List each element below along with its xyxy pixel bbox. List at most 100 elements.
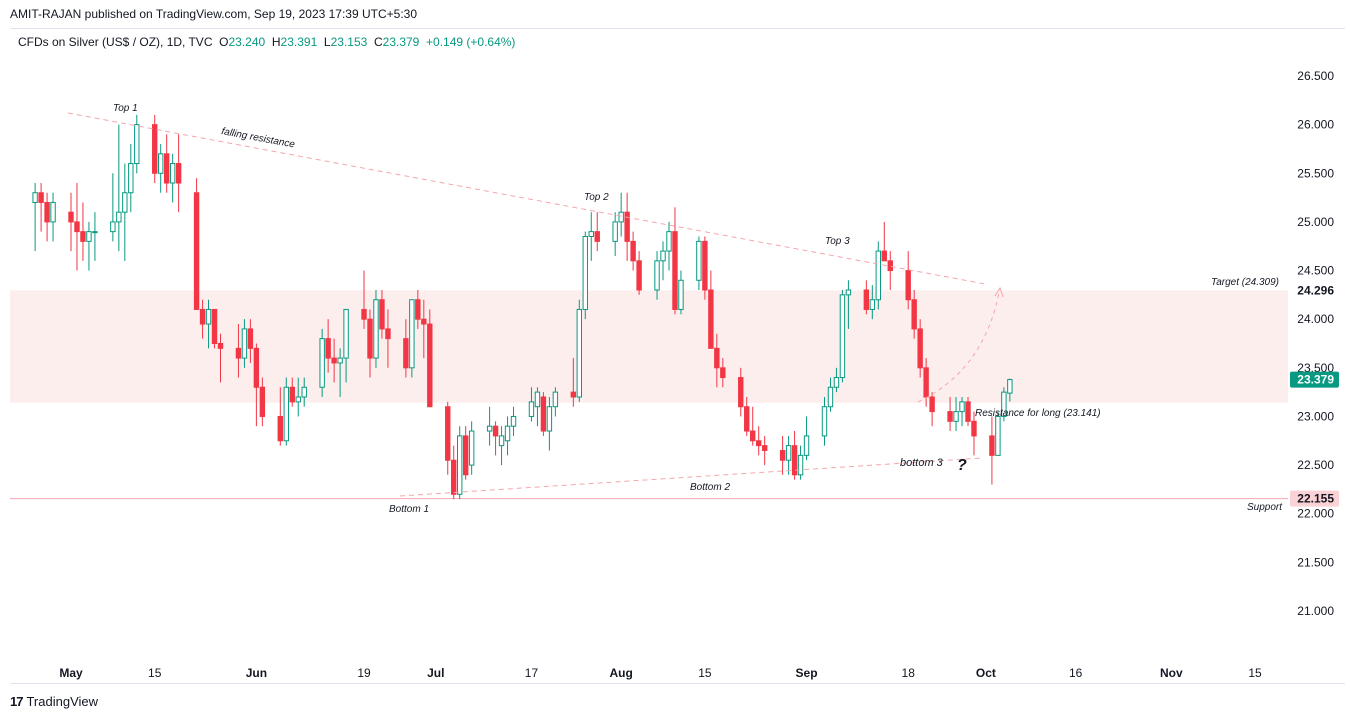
y-tick-label: 21.000 — [1297, 604, 1334, 618]
candle-body — [570, 391, 577, 398]
candle-body — [504, 425, 511, 442]
candle-body — [468, 430, 475, 466]
y-tick-label: 25.000 — [1297, 215, 1334, 229]
symbol-title[interactable]: CFDs on Silver (US$ / OZ), 1D, TVC — [18, 35, 213, 49]
candle-body — [881, 250, 887, 262]
candle-body — [845, 289, 852, 296]
x-tick-label: 18 — [902, 666, 916, 680]
candle-body — [666, 231, 672, 252]
candle-body — [744, 406, 750, 432]
candle-body — [929, 396, 935, 413]
candle-body — [331, 357, 337, 364]
candle-body — [169, 163, 176, 184]
candle-body — [750, 430, 756, 442]
symbol-legend: CFDs on Silver (US$ / OZ), 1D, TVC O23.2… — [18, 35, 515, 49]
annotation-target: Target (24.309) — [1211, 277, 1279, 288]
candle-body — [612, 221, 618, 242]
rising-support-line — [399, 457, 983, 497]
target-price-badge-bg — [1290, 282, 1339, 299]
projection-arc — [917, 287, 1001, 403]
candle-body — [421, 318, 427, 325]
candle-body — [678, 279, 684, 310]
annotation-bottom-2: Bottom 2 — [690, 482, 730, 493]
candle-body — [217, 343, 224, 349]
candle-body — [122, 192, 128, 213]
candle-body — [827, 386, 834, 408]
candle-body — [486, 425, 493, 432]
candle-body — [44, 201, 50, 223]
candle-body — [38, 192, 44, 203]
candle-body — [528, 401, 535, 417]
candle-body — [630, 240, 636, 262]
candle-body — [116, 211, 122, 223]
candle-body — [708, 289, 714, 349]
candle-body — [714, 347, 720, 369]
candle-body — [1001, 391, 1007, 417]
y-tick-label: 21.500 — [1297, 555, 1334, 569]
annotation-bottom-1: Bottom 1 — [389, 504, 429, 515]
candle-body — [427, 323, 433, 408]
candle-body — [451, 459, 457, 495]
candle-body — [163, 153, 170, 184]
candle-body — [821, 406, 828, 437]
candle-body — [618, 211, 624, 223]
candle-body — [594, 231, 600, 242]
candle-body — [582, 236, 588, 310]
candle-body — [295, 396, 301, 403]
candle-body — [971, 420, 977, 437]
candle-body — [696, 240, 702, 281]
candle-body — [92, 231, 98, 234]
y-tick-label: 24.000 — [1297, 312, 1334, 326]
y-tick-label: 26.500 — [1297, 69, 1334, 83]
publisher-line: AMIT-RAJAN published on TradingView.com,… — [10, 7, 418, 21]
candle-body — [869, 299, 876, 310]
tradingview-name: TradingView — [26, 694, 99, 709]
candle-body — [32, 192, 38, 203]
candle-body — [887, 260, 893, 272]
x-tick-label: 17 — [525, 666, 539, 680]
y-tick-label: 24.500 — [1297, 264, 1334, 278]
candle-body — [546, 406, 553, 432]
candle-body — [259, 386, 266, 417]
candle-body — [720, 367, 726, 379]
tradingview-logo[interactable]: 17 TradingView — [10, 694, 98, 709]
candle-body — [965, 401, 971, 422]
candle-body — [636, 260, 642, 291]
candle-body — [791, 445, 798, 476]
candle-body — [86, 231, 92, 242]
candle-body — [235, 347, 242, 359]
chart-frame — [10, 28, 1345, 684]
candle-body — [253, 347, 260, 388]
candle-body — [995, 415, 1001, 456]
candle-body — [74, 221, 80, 233]
candle-body — [110, 221, 116, 233]
current-price-badge: 23.379 — [1297, 373, 1334, 387]
low-value: 23.153 — [330, 35, 368, 49]
candle-body — [68, 211, 74, 223]
y-tick-label: 26.000 — [1297, 118, 1334, 132]
candle-body — [779, 450, 786, 461]
candle-body — [588, 231, 594, 238]
annotation-resistance-for-long: Resistance for long (23.141) — [975, 408, 1101, 419]
candle-body — [80, 231, 86, 242]
candle-body — [367, 318, 373, 359]
candle-body — [50, 201, 56, 223]
candle-body — [277, 415, 284, 442]
candle-body — [193, 192, 200, 310]
candle-body — [917, 328, 923, 369]
candle-body — [498, 435, 505, 447]
annotation-question: ? — [957, 457, 967, 474]
candle-body — [175, 163, 182, 184]
candle-body — [158, 153, 164, 174]
candle-body — [947, 411, 953, 422]
candle-body — [1007, 379, 1013, 394]
candle-body — [552, 391, 559, 408]
x-tick-label: 19 — [357, 666, 371, 680]
y-tick-label: 23.000 — [1297, 409, 1334, 423]
candle-body — [672, 231, 678, 310]
candle-body — [301, 386, 307, 398]
projection-arrow-icon — [994, 286, 1004, 298]
high-value: 23.391 — [280, 35, 318, 49]
x-tick-label: 15 — [698, 666, 712, 680]
